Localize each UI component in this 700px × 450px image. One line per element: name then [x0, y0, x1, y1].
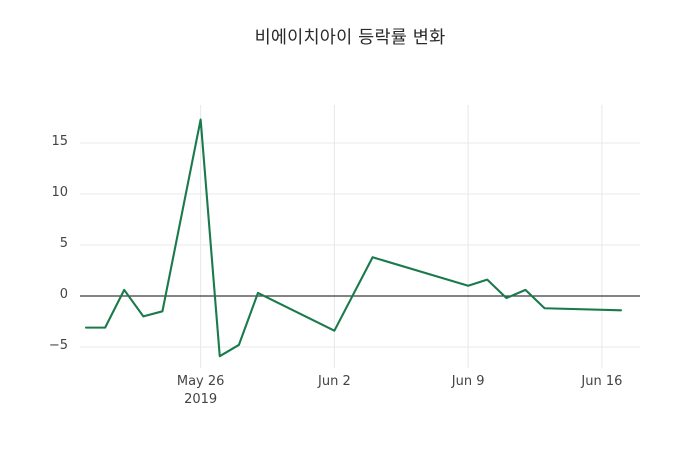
chart-title: 비에이치아이 등락률 변화: [254, 28, 446, 48]
y-axis-tick-label: 15: [51, 134, 68, 149]
data-line-series: [84, 118, 623, 358]
x-axis-tick-sublabel: 2019: [184, 392, 218, 407]
y-axis-tick-label: 0: [59, 287, 68, 302]
x-axis-tick-label: Jun 16: [581, 374, 623, 389]
y-axis-tick-label: 10: [51, 185, 68, 200]
gridlines: [80, 105, 640, 368]
x-axis-tick-label: Jun 9: [451, 374, 485, 389]
x-axis-tick-label: May 26: [176, 374, 225, 389]
series-line: [84, 118, 623, 358]
y-axis-tick-label: 5: [59, 236, 68, 251]
y-axis-tick-label: −5: [48, 338, 68, 353]
x-axis-tick-label: Jun 2: [318, 374, 351, 389]
